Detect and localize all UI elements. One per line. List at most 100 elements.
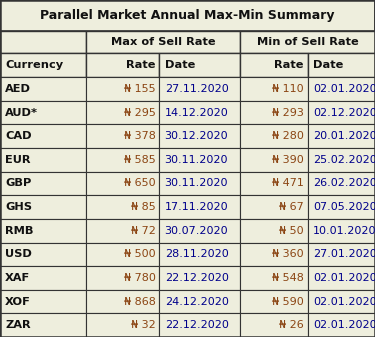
Text: ₦ 280: ₦ 280 — [272, 131, 304, 141]
Bar — [0, 172, 86, 195]
Text: 27.01.2020: 27.01.2020 — [313, 249, 375, 259]
Bar — [308, 313, 375, 337]
Bar — [159, 101, 240, 124]
Bar — [159, 124, 240, 148]
Text: ₦ 32: ₦ 32 — [131, 320, 156, 330]
Bar — [0, 0, 375, 31]
Bar — [0, 313, 86, 337]
Text: ₦ 585: ₦ 585 — [124, 155, 156, 165]
Text: ₦ 548: ₦ 548 — [272, 273, 304, 283]
Text: 25.02.2020: 25.02.2020 — [313, 155, 375, 165]
Bar — [0, 243, 86, 266]
Bar — [86, 101, 159, 124]
Text: ₦ 293: ₦ 293 — [272, 108, 304, 118]
Text: 02.01.2020: 02.01.2020 — [313, 297, 375, 307]
Bar — [159, 195, 240, 219]
Text: ₦ 110: ₦ 110 — [272, 84, 304, 94]
Bar — [308, 101, 375, 124]
Bar — [240, 53, 308, 77]
Bar — [308, 290, 375, 313]
Bar — [86, 124, 159, 148]
Bar — [308, 124, 375, 148]
Text: ₦ 378: ₦ 378 — [124, 131, 156, 141]
Bar — [308, 77, 375, 101]
Bar — [240, 290, 308, 313]
Bar — [0, 101, 86, 124]
Text: 02.01.2020: 02.01.2020 — [313, 273, 375, 283]
Bar — [308, 172, 375, 195]
Bar — [0, 290, 86, 313]
Text: 24.12.2020: 24.12.2020 — [165, 297, 228, 307]
Text: 20.01.2020: 20.01.2020 — [313, 131, 375, 141]
Bar — [86, 148, 159, 172]
Text: AUD*: AUD* — [5, 108, 38, 118]
Text: CAD: CAD — [5, 131, 32, 141]
Text: GBP: GBP — [5, 179, 32, 188]
Bar — [86, 243, 159, 266]
Bar — [86, 266, 159, 290]
Bar — [308, 195, 375, 219]
Text: ₦ 155: ₦ 155 — [124, 84, 156, 94]
Bar — [159, 172, 240, 195]
Bar — [240, 77, 308, 101]
Text: 30.11.2020: 30.11.2020 — [165, 155, 228, 165]
Text: 02.01.2020: 02.01.2020 — [313, 84, 375, 94]
Text: Parallel Market Annual Max-Min Summary: Parallel Market Annual Max-Min Summary — [40, 9, 335, 22]
Text: AED: AED — [5, 84, 31, 94]
Text: ₦ 72: ₦ 72 — [131, 226, 156, 236]
Bar — [240, 172, 308, 195]
Text: Currency: Currency — [5, 60, 63, 70]
Text: Rate: Rate — [126, 60, 156, 70]
Bar — [308, 266, 375, 290]
Bar — [159, 266, 240, 290]
Text: ₦ 390: ₦ 390 — [272, 155, 304, 165]
Text: RMB: RMB — [5, 226, 34, 236]
Bar — [0, 148, 86, 172]
Bar — [308, 148, 375, 172]
Bar — [86, 219, 159, 243]
Bar — [0, 53, 86, 77]
Text: 27.11.2020: 27.11.2020 — [165, 84, 228, 94]
Text: 07.05.2020: 07.05.2020 — [313, 202, 375, 212]
Bar — [240, 101, 308, 124]
Bar — [240, 243, 308, 266]
Bar — [0, 31, 86, 53]
Bar — [159, 53, 240, 77]
Bar — [86, 290, 159, 313]
Text: 22.12.2020: 22.12.2020 — [165, 273, 228, 283]
Text: ₦ 67: ₦ 67 — [279, 202, 304, 212]
Text: USD: USD — [5, 249, 32, 259]
Bar — [159, 313, 240, 337]
Text: Date: Date — [165, 60, 195, 70]
Bar — [240, 124, 308, 148]
Text: 02.01.2020: 02.01.2020 — [313, 320, 375, 330]
Bar — [86, 53, 159, 77]
Bar — [159, 290, 240, 313]
Bar — [86, 195, 159, 219]
Text: 28.11.2020: 28.11.2020 — [165, 249, 228, 259]
Text: Min of Sell Rate: Min of Sell Rate — [256, 37, 358, 47]
Text: ₦ 295: ₦ 295 — [124, 108, 156, 118]
Bar — [240, 266, 308, 290]
Bar — [240, 313, 308, 337]
Text: 30.07.2020: 30.07.2020 — [165, 226, 228, 236]
Bar — [0, 195, 86, 219]
Text: 30.12.2020: 30.12.2020 — [165, 131, 228, 141]
Bar — [159, 148, 240, 172]
Bar — [86, 31, 240, 53]
Text: 26.02.2020: 26.02.2020 — [313, 179, 375, 188]
Bar — [308, 219, 375, 243]
Text: 14.12.2020: 14.12.2020 — [165, 108, 228, 118]
Text: Date: Date — [313, 60, 343, 70]
Text: ₦ 50: ₦ 50 — [279, 226, 304, 236]
Text: XOF: XOF — [5, 297, 31, 307]
Text: ₦ 85: ₦ 85 — [131, 202, 156, 212]
Text: ₦ 780: ₦ 780 — [124, 273, 156, 283]
Bar — [159, 77, 240, 101]
Text: GHS: GHS — [5, 202, 32, 212]
Text: ₦ 471: ₦ 471 — [272, 179, 304, 188]
Text: 17.11.2020: 17.11.2020 — [165, 202, 228, 212]
Text: 10.01.2020: 10.01.2020 — [313, 226, 375, 236]
Bar — [0, 77, 86, 101]
Bar — [308, 53, 375, 77]
